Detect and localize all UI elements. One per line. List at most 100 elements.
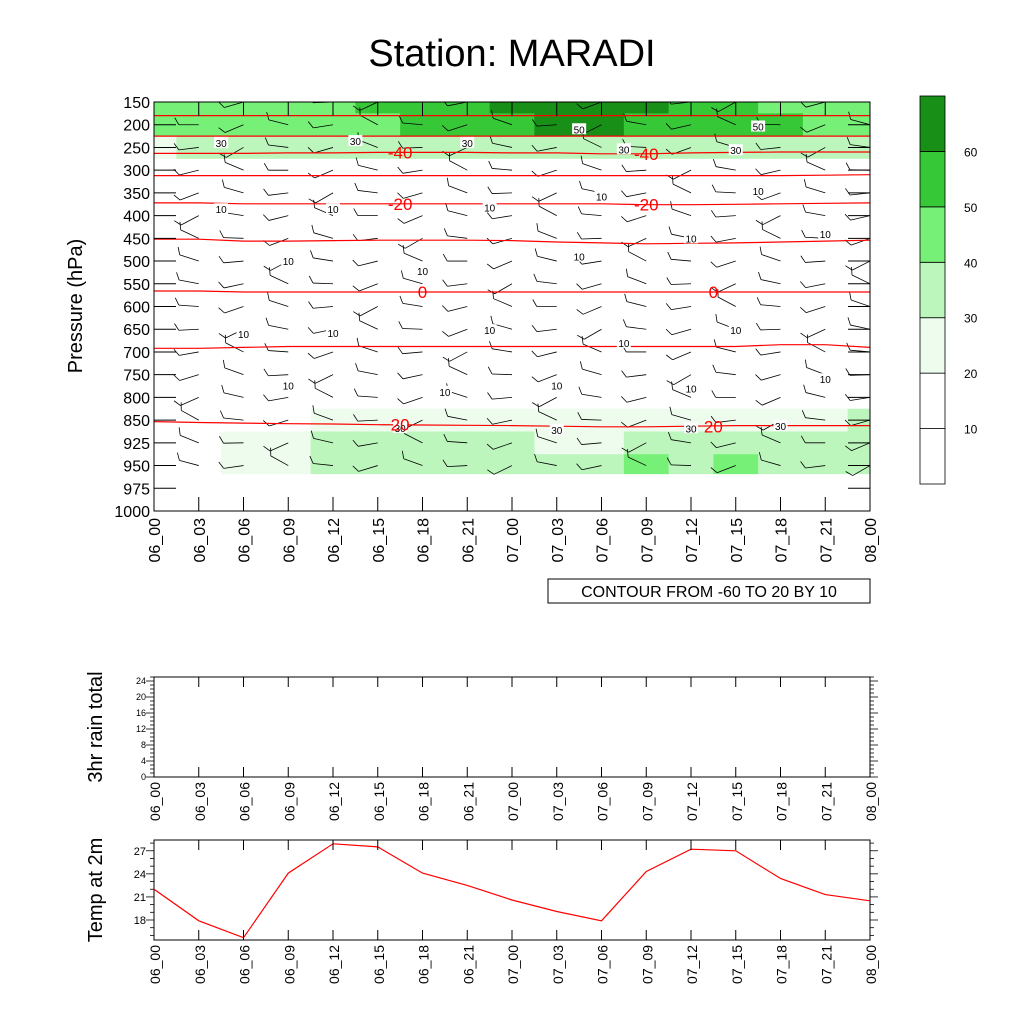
rain-ylabel: 3hr rain total (85, 671, 107, 782)
wind-speed-cell (713, 363, 759, 387)
wind-barb-flag (398, 243, 406, 249)
wind-barb (486, 212, 513, 220)
wind-barb-flag (353, 414, 359, 422)
wind-barb (536, 223, 557, 239)
upper-air-ylabel: Pressure (hPa) (65, 239, 87, 374)
wind-barb-flag (443, 228, 448, 237)
wind-barb-flag (755, 142, 761, 150)
wind-barb (805, 153, 826, 171)
wind-barb (173, 143, 199, 151)
wind-speed-cell (310, 136, 356, 160)
wind-speed-cell (176, 386, 222, 410)
wind-barb-shaft (717, 116, 736, 126)
wind-barb-shaft (447, 283, 468, 287)
wind-barb-flag (668, 432, 672, 440)
wind-speed-cell (713, 158, 759, 183)
wind-barb (269, 102, 289, 103)
wind-barb-shaft (359, 114, 378, 126)
colorbar-swatch (919, 261, 946, 319)
wind-barb (307, 121, 334, 129)
wind-speed-cell (221, 226, 267, 251)
wind-barb-flag (308, 275, 314, 284)
wind-barb-flag (710, 467, 718, 474)
time-tick-label: 06_12 (326, 782, 342, 821)
wind-barb-flag (308, 378, 316, 384)
wind-speed-cell (713, 181, 759, 205)
wind-barb-flag (844, 419, 852, 426)
wind-barb-flag (401, 450, 405, 459)
wind-speed-cell (176, 113, 222, 137)
time-tick-label: 07_15 (729, 782, 745, 821)
wind-speed-cell (310, 113, 356, 137)
wind-barb-shaft (581, 419, 602, 421)
wind-barb-flag (849, 291, 852, 301)
rain-tick-label: 8 (141, 740, 146, 750)
wind-speed-cell (623, 454, 670, 475)
wind-barb-shaft (358, 465, 378, 472)
wind-barb (173, 374, 199, 381)
wind-barb-flag (356, 337, 360, 346)
wind-barb (359, 107, 378, 126)
wind-barb-flag (353, 208, 359, 216)
wind-barb-flag (358, 312, 361, 321)
wind-barb-flag (262, 214, 270, 221)
wind-speed-cell (221, 113, 267, 137)
time-tick-label: 07_09 (639, 945, 655, 984)
wind-barb-flag (487, 366, 493, 375)
wind-barb (265, 317, 289, 330)
wind-barb (534, 453, 557, 466)
wind-speed-cell (713, 113, 759, 137)
wind-barb-shaft (806, 186, 826, 194)
wind-barb (401, 450, 423, 466)
wind-barb-flag (307, 147, 315, 154)
wind-barb-flag (487, 392, 493, 400)
wind-speed-cell (489, 181, 535, 205)
wind-barb (308, 374, 334, 384)
wind-barb-flag (400, 270, 404, 279)
speed-label-bg (616, 336, 631, 348)
wind-barb-shaft (762, 229, 781, 239)
wind-barb-shaft (312, 282, 334, 285)
wind-barb-flag (397, 346, 403, 354)
wind-barb-shaft (538, 192, 557, 202)
wind-barb-shaft (715, 191, 736, 194)
speed-label-bg (684, 232, 698, 244)
wind-barb (218, 255, 244, 264)
wind-barb-shaft (447, 102, 468, 107)
time-tick-label: 06_12 (326, 945, 342, 984)
wind-barb-flag (755, 348, 762, 356)
wind-barb (847, 317, 870, 330)
wind-barb-flag (173, 400, 181, 406)
time-tick-label: 07_15 (729, 518, 746, 563)
wind-barb-flag (533, 94, 537, 101)
wind-speed-cell (623, 113, 670, 137)
wind-barb (760, 102, 781, 103)
wind-speed-cell (176, 158, 222, 183)
wind-barb (576, 102, 602, 110)
wind-barb-flag (755, 374, 762, 381)
wind-barb-flag (310, 430, 314, 439)
wind-barb-shaft (493, 260, 513, 270)
wind-barb (218, 102, 244, 108)
wind-barb-flag (308, 301, 314, 309)
temperature-contour-label: 0 (418, 283, 427, 302)
pressure-tick-label: 800 (123, 390, 150, 407)
wind-barb-flag (307, 327, 314, 334)
temperature-contour (154, 151, 870, 155)
wind-barb-shaft (537, 351, 557, 358)
wind-barb (397, 166, 423, 174)
speed-label-bg (751, 185, 766, 197)
upper-air-panel: 30 30 30 30 30 50 50 10 10 10 10 10 10 10 10 10 10 10 10 10… (65, 94, 880, 604)
wind-barb (307, 147, 334, 154)
wind-speed-cell (623, 363, 670, 387)
wind-barb-shaft (537, 230, 557, 239)
wind-speed-cell (579, 386, 625, 410)
wind-barb-flag (844, 445, 852, 451)
wind-speed-cell (713, 386, 759, 410)
wind-barb-flag (844, 393, 851, 401)
wind-barb-shaft (402, 169, 423, 174)
wind-barb-shaft (582, 343, 602, 353)
wind-barb-flag (666, 102, 672, 105)
wind-barb-shaft (805, 392, 826, 398)
wind-barb-shaft (806, 161, 826, 171)
